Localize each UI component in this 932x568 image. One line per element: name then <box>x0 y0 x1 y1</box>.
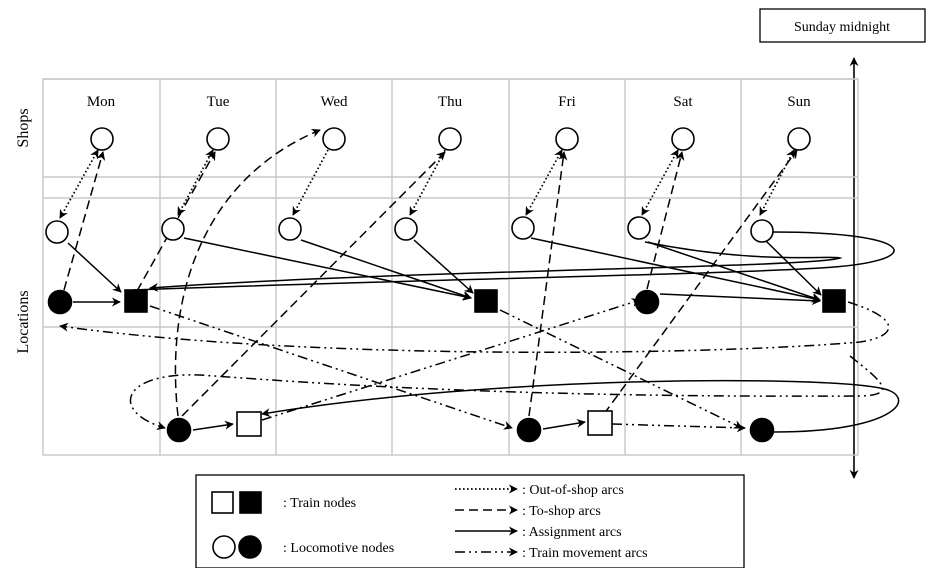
assignment-arc-wrap-2 <box>132 231 895 291</box>
train-node-open-2 <box>587 410 613 436</box>
legend: : Train nodes : Locomotive nodes : Out-o… <box>195 474 745 568</box>
out-of-shop-arc-fri <box>525 149 563 216</box>
assignment-arc-wrap-1 <box>149 241 843 292</box>
legend-train-movement-label: : Train movement arcs <box>522 546 648 561</box>
shop-node-mon <box>90 127 114 151</box>
location-node-thu <box>394 217 418 241</box>
out-of-shop-arc-sat <box>641 149 679 216</box>
train-movement-arc-5 <box>59 301 890 354</box>
shop-node-sun <box>787 127 811 151</box>
legend-loco-solid-swatch <box>238 535 262 559</box>
shop-node-sat <box>671 127 695 151</box>
locations-row-label: Locations <box>15 290 32 353</box>
shops-row-label: Shops <box>15 108 32 147</box>
assignment-arc-4 <box>300 239 472 300</box>
day-label-sat: Sat <box>673 94 693 110</box>
out-of-shop-arc-sun <box>759 149 795 216</box>
assignment-arc-9 <box>764 239 822 296</box>
to-shop-arc-3 <box>174 128 321 417</box>
day-headers: Mon Tue Wed Thu Fri Sat Sun <box>87 94 811 110</box>
train-movement-arc-2 <box>261 298 641 421</box>
day-label-tue: Tue <box>207 94 230 110</box>
to-shop-arc-6 <box>646 151 685 290</box>
legend-locomotive-nodes-label: : Locomotive nodes <box>283 541 394 556</box>
arcs <box>59 128 900 433</box>
location-node-sat <box>627 216 651 240</box>
sunday-midnight-box <box>759 8 926 43</box>
legend-train-open-swatch <box>211 491 234 514</box>
day-label-mon: Mon <box>87 94 116 110</box>
location-node-fri <box>511 216 535 240</box>
out-of-shop-arc-wed <box>292 149 329 216</box>
legend-box <box>195 474 745 568</box>
legend-train-nodes-label: : Train nodes <box>283 496 356 511</box>
locomotive-node-solid-3 <box>166 417 192 443</box>
nodes <box>45 127 846 443</box>
assignment-arc-3 <box>183 237 472 301</box>
legend-to-shop-label: : To-shop arcs <box>522 504 601 519</box>
legend-assignment-label: : Assignment arcs <box>522 525 622 540</box>
train-movement-arc-4 <box>611 423 746 433</box>
sunday-midnight-label: Sunday midnight <box>794 20 890 35</box>
day-label-sun: Sun <box>787 94 811 110</box>
assignment-arc-8 <box>659 293 821 306</box>
assignment-arc-11 <box>542 418 586 430</box>
assignment-arc-1 <box>67 242 122 293</box>
day-label-wed: Wed <box>320 94 348 110</box>
shop-node-tue <box>206 127 230 151</box>
train-movement-arc-3 <box>499 309 743 429</box>
train-node-solid-2 <box>474 289 498 313</box>
train-node-solid-3 <box>822 289 846 313</box>
location-node-wed <box>278 217 302 241</box>
legend-loco-open-swatch <box>212 535 236 559</box>
to-shop-arc-5 <box>528 151 568 417</box>
to-shop-arc-2 <box>136 151 216 292</box>
out-of-shop-arc-mon <box>59 149 99 219</box>
assignment-arc-5 <box>413 239 474 294</box>
location-node-mon <box>45 220 69 244</box>
location-node-sun <box>750 219 774 243</box>
day-label-thu: Thu <box>438 94 463 110</box>
train-movement-arc-1 <box>149 305 513 430</box>
locomotive-node-solid-4 <box>516 417 542 443</box>
locomotive-node-solid-1 <box>47 289 73 315</box>
to-shop-arc-1 <box>63 151 106 291</box>
to-shop-arc-7 <box>603 149 798 415</box>
location-node-tue <box>161 217 185 241</box>
shop-node-thu <box>438 127 462 151</box>
assignment-arc-10 <box>192 420 234 431</box>
train-movement-arc-6 <box>129 355 883 431</box>
train-node-solid-1 <box>124 289 148 313</box>
out-of-shop-arc-tue <box>177 149 214 216</box>
assignment-arc-wrap-3 <box>261 379 900 433</box>
train-node-open-1 <box>236 411 262 437</box>
time-space-grid <box>42 78 859 456</box>
assignment-arc-6 <box>530 237 821 303</box>
sunday-midnight-marker: Sunday midnight <box>759 8 926 479</box>
day-label-fri: Fri <box>558 94 576 110</box>
locomotive-node-solid-2 <box>634 289 660 315</box>
shop-node-wed <box>322 127 346 151</box>
shop-node-fri <box>555 127 579 151</box>
locomotive-node-solid-5 <box>749 417 775 443</box>
legend-out-of-shop-label: : Out-of-shop arcs <box>522 483 624 498</box>
legend-train-solid-swatch <box>239 491 262 514</box>
